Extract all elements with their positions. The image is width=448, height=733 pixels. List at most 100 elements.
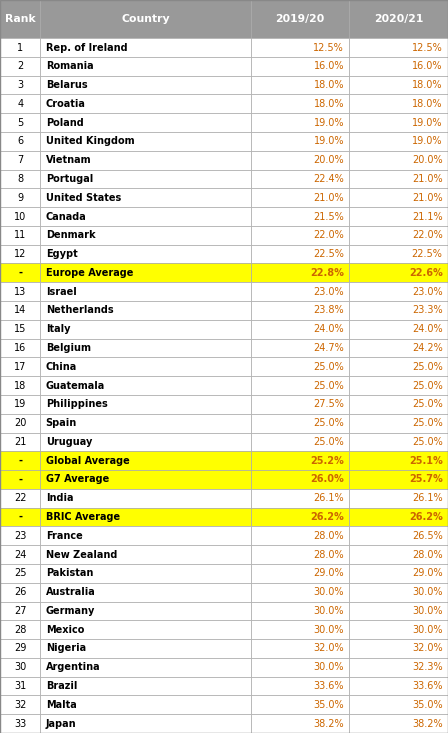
Text: 18.0%: 18.0% [314, 99, 344, 108]
Bar [0, 113, 40, 132]
Text: G7 Average: G7 Average [46, 474, 109, 485]
Text: 27.5%: 27.5% [313, 399, 344, 409]
Bar [251, 696, 349, 714]
Text: 25.0%: 25.0% [412, 362, 443, 372]
Text: 10: 10 [14, 212, 26, 221]
Bar [0, 75, 40, 95]
Text: 2: 2 [17, 62, 23, 71]
Bar [349, 57, 448, 75]
Bar [349, 207, 448, 226]
Bar [40, 376, 251, 395]
Text: 20.0%: 20.0% [412, 155, 443, 165]
Text: Italy: Italy [46, 324, 70, 334]
Bar [251, 376, 349, 395]
Text: 33.6%: 33.6% [314, 681, 344, 691]
Text: 25.0%: 25.0% [412, 399, 443, 409]
Text: 26.2%: 26.2% [409, 512, 443, 522]
Bar [349, 395, 448, 413]
Bar [0, 207, 40, 226]
Text: Egypt: Egypt [46, 249, 78, 259]
Text: 2019/20: 2019/20 [276, 14, 325, 24]
Text: Portugal: Portugal [46, 174, 93, 184]
Text: 19.0%: 19.0% [314, 136, 344, 147]
Text: 32.0%: 32.0% [314, 644, 344, 654]
Bar [40, 57, 251, 75]
Text: 38.2%: 38.2% [314, 718, 344, 729]
Text: 32.0%: 32.0% [412, 644, 443, 654]
Text: 25.1%: 25.1% [409, 456, 443, 465]
Bar [349, 188, 448, 207]
Bar [0, 489, 40, 508]
Bar [40, 658, 251, 677]
Text: Spain: Spain [46, 418, 77, 428]
Text: Brazil: Brazil [46, 681, 77, 691]
Bar [0, 508, 40, 526]
Text: 16: 16 [14, 343, 26, 353]
Text: United States: United States [46, 193, 121, 203]
Text: 3: 3 [17, 80, 23, 90]
Bar [251, 95, 349, 113]
Text: 17: 17 [14, 362, 26, 372]
Bar [40, 38, 251, 57]
Text: Europe Average: Europe Average [46, 268, 133, 278]
Bar [349, 714, 448, 733]
Bar [40, 602, 251, 620]
Text: 1: 1 [17, 43, 23, 53]
Bar [40, 320, 251, 339]
Text: 25.0%: 25.0% [313, 418, 344, 428]
Bar [40, 696, 251, 714]
Bar [40, 207, 251, 226]
Text: 22: 22 [14, 493, 26, 504]
Text: China: China [46, 362, 77, 372]
Bar [40, 413, 251, 432]
Bar [251, 432, 349, 452]
Bar [251, 245, 349, 263]
Text: 23.3%: 23.3% [412, 306, 443, 315]
Text: 30.0%: 30.0% [314, 663, 344, 672]
Text: 26: 26 [14, 587, 26, 597]
Bar [40, 432, 251, 452]
Text: Japan: Japan [46, 718, 76, 729]
Text: Netherlands: Netherlands [46, 306, 113, 315]
Text: 27: 27 [14, 606, 26, 616]
Bar [0, 677, 40, 696]
Text: Guatemala: Guatemala [46, 380, 105, 391]
Bar [251, 508, 349, 526]
Bar [0, 639, 40, 658]
Bar [349, 320, 448, 339]
Text: 28: 28 [14, 625, 26, 635]
Text: 35.0%: 35.0% [314, 700, 344, 710]
Bar [0, 545, 40, 564]
Bar [0, 320, 40, 339]
Bar [0, 470, 40, 489]
Text: 33.6%: 33.6% [412, 681, 443, 691]
Bar [40, 151, 251, 169]
Bar [251, 395, 349, 413]
Text: 23.0%: 23.0% [314, 287, 344, 297]
Text: Global Average: Global Average [46, 456, 129, 465]
Text: 25.2%: 25.2% [310, 456, 344, 465]
Bar [0, 714, 40, 733]
Text: 30.0%: 30.0% [412, 606, 443, 616]
Bar [251, 75, 349, 95]
Bar [40, 583, 251, 602]
Bar [349, 95, 448, 113]
Bar [0, 658, 40, 677]
Bar [349, 38, 448, 57]
Text: Uruguay: Uruguay [46, 437, 92, 447]
Text: 8: 8 [17, 174, 23, 184]
Bar [251, 0, 349, 38]
Text: Rep. of Ireland: Rep. of Ireland [46, 43, 127, 53]
Bar [40, 282, 251, 301]
Bar [349, 602, 448, 620]
Bar [40, 358, 251, 376]
Bar [40, 226, 251, 245]
Bar [349, 263, 448, 282]
Bar [0, 169, 40, 188]
Text: Belgium: Belgium [46, 343, 90, 353]
Bar [251, 282, 349, 301]
Bar [349, 620, 448, 639]
Bar [251, 226, 349, 245]
Text: 19.0%: 19.0% [314, 117, 344, 128]
Bar [0, 188, 40, 207]
